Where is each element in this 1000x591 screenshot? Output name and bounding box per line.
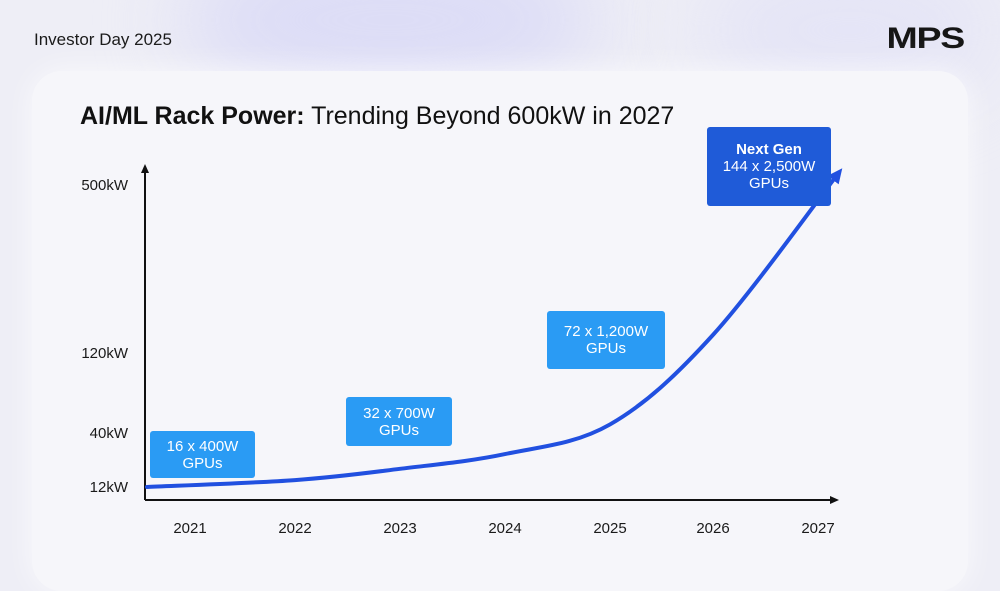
- x-tick-label: 2026: [696, 520, 729, 537]
- x-tick-label: 2023: [383, 520, 416, 537]
- event-title: Investor Day 2025: [34, 30, 172, 49]
- x-tick-label: 2027: [801, 520, 834, 537]
- callout-line: 32 x 700W: [363, 404, 435, 422]
- callout-line: GPUs: [748, 175, 789, 192]
- gpu-callout-2021: 16 x 400W GPUs: [150, 431, 255, 478]
- y-tick-label: 120kW: [81, 345, 129, 362]
- y-tick-label: 12kW: [90, 479, 129, 496]
- callout-line: GPUs: [182, 454, 223, 472]
- y-tick-label: 500kW: [81, 177, 129, 194]
- slide-title-bold: AI/ML Rack Power:: [80, 102, 305, 130]
- callout-line: 72 x 1,200W: [563, 323, 649, 340]
- mps-logo: MPS: [886, 22, 965, 55]
- x-tick-label: 2025: [593, 520, 626, 537]
- callout-line: Next Gen: [736, 141, 802, 158]
- gpu-callout-2027: Next Gen 144 x 2,500W GPUs: [707, 127, 831, 206]
- x-tick-label: 2024: [488, 520, 521, 537]
- gpu-callout-2025: 72 x 1,200W GPUs: [547, 311, 665, 369]
- y-tick-label: 40kW: [90, 425, 129, 442]
- gpu-callout-2023: 32 x 700W GPUs: [346, 397, 452, 446]
- callout-line: 144 x 2,500W: [722, 158, 816, 175]
- trend-curve: [145, 168, 843, 489]
- callout-line: GPUs: [585, 340, 626, 357]
- x-tick-label: 2022: [278, 520, 311, 537]
- rack-power-chart: 500kW 120kW 40kW 12kW 2021 2022 2023 2024 2025 2…: [81, 164, 843, 537]
- x-tick-label: 2021: [173, 520, 206, 537]
- callout-line: GPUs: [378, 421, 419, 439]
- slide-title: AI/ML Rack Power: Trending Beyond 600kW …: [80, 102, 674, 131]
- slide-title-rest: Trending Beyond 600kW in 2027: [311, 102, 675, 130]
- callout-line: 16 x 400W: [166, 437, 239, 455]
